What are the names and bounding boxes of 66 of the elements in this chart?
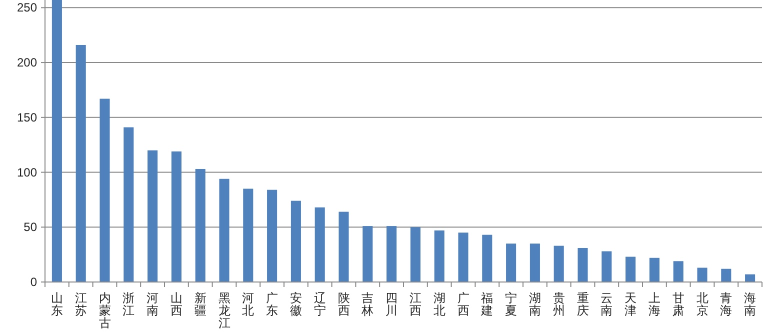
y-tick-label: 250 xyxy=(16,0,38,15)
x-tick-label: 湖北 xyxy=(433,291,446,318)
x-tick-label: 新疆 xyxy=(194,291,206,318)
x-tick-label: 福建 xyxy=(480,291,494,318)
bar xyxy=(482,234,492,282)
bar xyxy=(290,200,301,282)
x-tick-label: 安徽 xyxy=(290,291,302,318)
x-tick-label: 北京 xyxy=(696,291,708,318)
x-tick-label: 海南 xyxy=(744,291,756,318)
x-tick-label: 青海 xyxy=(720,291,732,318)
x-tick-label: 广东 xyxy=(266,291,278,318)
bar xyxy=(458,232,468,282)
bar xyxy=(506,244,516,282)
x-tick-label: 河北 xyxy=(242,291,254,318)
bar xyxy=(697,268,708,282)
bar xyxy=(338,212,349,282)
x-tick-label: 河南 xyxy=(146,291,159,318)
x-tick-label: 山东 xyxy=(50,291,63,318)
bar xyxy=(602,251,612,282)
x-tick-label: 吉林 xyxy=(360,291,374,318)
bar xyxy=(100,98,110,282)
x-tick-label: 广西 xyxy=(457,291,470,318)
bar xyxy=(76,44,86,282)
x-tick-label: 江苏 xyxy=(74,291,87,318)
bar xyxy=(410,227,420,282)
bar xyxy=(243,188,254,282)
x-tick-label: 江西 xyxy=(409,291,422,318)
x-tick-label: 四川 xyxy=(386,291,398,318)
bar xyxy=(195,168,206,282)
bar xyxy=(267,190,278,282)
x-tick-label: 黑龙江 xyxy=(218,291,230,330)
x-tick-label: 陕西 xyxy=(338,291,350,318)
y-tick-label: 150 xyxy=(16,110,38,124)
bar xyxy=(314,207,325,282)
bar xyxy=(171,151,182,282)
x-tick-label: 内蒙古 xyxy=(98,291,111,330)
bar xyxy=(124,127,134,282)
bar xyxy=(148,150,158,282)
bar xyxy=(52,0,62,282)
x-tick-label: 云南 xyxy=(600,291,613,318)
x-tick-label: 宁夏 xyxy=(505,291,518,318)
x-tick-label: 上海 xyxy=(648,291,660,318)
bar xyxy=(626,256,636,282)
bar xyxy=(530,244,540,282)
x-tick-label: 天津 xyxy=(624,291,637,318)
bar xyxy=(362,226,373,282)
x-tick-label: 甘肃 xyxy=(672,291,684,318)
bar xyxy=(434,230,444,282)
x-tick-label: 山西 xyxy=(170,291,182,318)
bar xyxy=(745,274,756,282)
bar xyxy=(219,178,230,282)
y-tick-label: 200 xyxy=(16,56,38,70)
x-tick-label: 重庆 xyxy=(576,291,589,318)
x-tick-label: 贵州 xyxy=(552,291,565,318)
bar xyxy=(554,246,564,282)
y-tick-label: 50 xyxy=(24,220,38,234)
x-tick-label: 浙江 xyxy=(122,291,135,318)
x-tick-label: 湖南 xyxy=(528,291,541,318)
y-tick-label: 0 xyxy=(30,275,38,289)
y-tick-label: 100 xyxy=(16,165,38,180)
x-tick-label: 辽宁 xyxy=(314,291,326,318)
bar xyxy=(578,248,588,282)
bar xyxy=(649,258,660,282)
bar xyxy=(386,226,397,282)
bar xyxy=(673,261,684,282)
bar xyxy=(721,268,732,282)
